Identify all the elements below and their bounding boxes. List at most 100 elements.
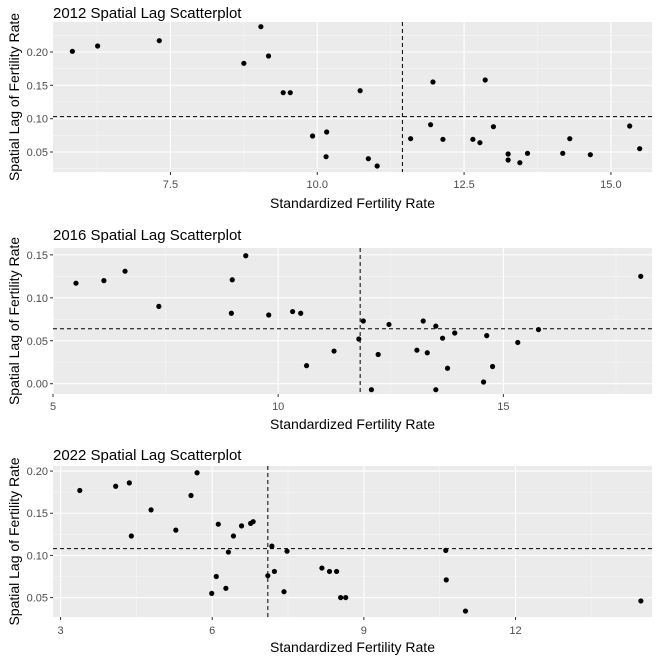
- scatter-point: [356, 336, 362, 342]
- scatter-point: [128, 533, 134, 539]
- scatter-point: [287, 90, 293, 96]
- x-tick-label: 7.5: [163, 179, 178, 191]
- scatter-point: [156, 303, 162, 309]
- x-axis-label: Standardized Fertility Rate: [270, 416, 435, 432]
- scatter-point: [638, 598, 644, 604]
- scatter-point: [505, 151, 511, 157]
- y-tick-label: 0.05: [27, 336, 48, 348]
- x-tick-label: 12: [509, 625, 521, 637]
- y-tick-label: 0.15: [27, 250, 48, 262]
- scatter-point: [309, 133, 316, 139]
- y-axis-label: Spatial Lag of Fertility Rate: [6, 237, 22, 405]
- chart-title: 2016 Spatial Lag Scatterplot: [53, 227, 242, 244]
- x-axis-label: Standardized Fertility Rate: [270, 639, 435, 655]
- scatter-point: [414, 347, 420, 353]
- x-axis-label: Standardized Fertility Rate: [270, 195, 435, 211]
- scatter-point: [338, 594, 344, 601]
- plot-panel: [53, 248, 652, 394]
- scatter-point: [265, 53, 272, 59]
- x-tick-label: 9: [361, 625, 367, 637]
- scatter-point: [365, 156, 371, 162]
- scatter-point: [209, 590, 215, 596]
- scatter-point: [213, 573, 219, 580]
- scatter-point: [194, 470, 200, 476]
- scatter-point: [225, 549, 232, 555]
- scatter-point: [228, 310, 234, 316]
- y-tick-label: 0.10: [27, 114, 48, 126]
- scatter-point: [156, 38, 162, 44]
- y-tick-label: 0.00: [27, 379, 48, 391]
- scatter-point: [360, 318, 366, 324]
- scatter-point: [490, 124, 497, 130]
- y-tick-label: 0.05: [27, 593, 48, 605]
- x-tick-label: 3: [58, 625, 64, 637]
- chart-2012: 7.5 10.0 12.5 15.0 0.05 0.10 0.15 0.20 2012 Spat…: [6, 5, 652, 211]
- y-tick-label: 0.05: [27, 147, 48, 159]
- scatter-point: [148, 507, 154, 513]
- scatter-point: [375, 351, 381, 358]
- scatter-point: [480, 379, 487, 385]
- chart-title: 2022 Spatial Lag Scatterplot: [53, 447, 242, 464]
- scatter-point: [238, 523, 245, 529]
- scatter-point: [77, 487, 83, 494]
- scatter-point: [505, 157, 511, 163]
- y-tick-label: 0.15: [27, 80, 48, 92]
- scatter-point: [323, 154, 329, 160]
- y-tick-label: 0.15: [27, 508, 48, 520]
- scatter-point: [424, 350, 430, 356]
- scatter-point: [319, 565, 325, 571]
- scatter-point: [452, 330, 458, 336]
- x-tick-label: 15.0: [600, 179, 621, 191]
- scatter-point: [230, 533, 237, 539]
- scatter-point: [517, 160, 523, 166]
- scatter-point: [638, 273, 644, 279]
- scatter-point: [637, 146, 643, 152]
- x-tick-label: 6: [209, 625, 215, 637]
- scatter-point: [433, 387, 439, 393]
- scatter-point: [535, 326, 542, 333]
- scatter-point: [482, 77, 488, 83]
- scatter-point: [470, 136, 476, 142]
- scatter-point: [477, 140, 483, 146]
- x-tick-label: 15: [497, 401, 509, 413]
- scatter-point: [229, 277, 235, 283]
- scatter-point: [188, 492, 194, 499]
- chart-title: 2012 Spatial Lag Scatterplot: [53, 5, 242, 22]
- scatter-point: [408, 136, 414, 142]
- scatter-point: [428, 122, 434, 128]
- scatter-point: [269, 543, 275, 549]
- y-tick-label: 0.20: [27, 466, 48, 478]
- y-axis-label: Spatial Lag of Fertility Rate: [6, 13, 22, 181]
- scatter-point: [587, 152, 593, 158]
- scatter-point: [303, 363, 310, 369]
- y-tick-label: 0.10: [27, 550, 48, 562]
- scatter-point: [326, 568, 333, 575]
- scatter-point: [69, 48, 75, 54]
- scatter-point: [443, 547, 449, 553]
- scatter-point: [443, 577, 449, 583]
- scatter-point: [489, 363, 496, 370]
- x-tick-label: 10: [272, 401, 284, 413]
- scatter-point: [113, 483, 119, 489]
- scatter-point: [258, 24, 264, 30]
- scatter-point: [298, 310, 304, 316]
- scatter-point: [265, 573, 271, 579]
- scatter-point: [440, 136, 446, 142]
- scatter-point: [484, 333, 490, 339]
- scatter-point: [430, 79, 436, 85]
- scatter-point: [215, 521, 221, 527]
- scatter-point: [444, 365, 451, 371]
- x-tick-label: 12.5: [453, 179, 474, 191]
- scatter-point: [433, 323, 439, 329]
- scatter-point: [560, 150, 566, 156]
- scatter-point: [223, 585, 229, 591]
- scatter-point: [386, 321, 392, 328]
- scatter-point: [567, 136, 573, 142]
- scatter-point: [126, 480, 132, 486]
- scatter-point: [343, 594, 349, 601]
- scatter-point: [357, 88, 363, 94]
- scatter-point: [524, 150, 531, 156]
- scatter-point: [515, 339, 521, 346]
